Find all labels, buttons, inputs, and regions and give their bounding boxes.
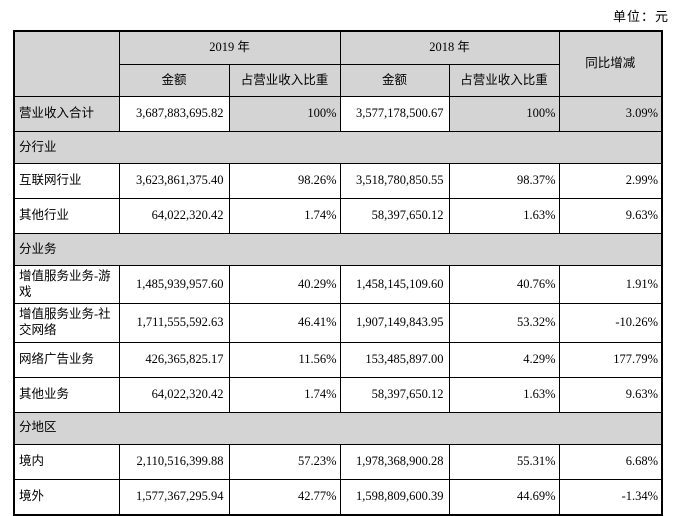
share-2019-value: 57.23% — [228, 443, 341, 480]
header-row-measures: 金额 占营业收入比重 金额 占营业收入比重 — [14, 64, 662, 97]
amount-2018-value: 58,397,650.12 — [339, 376, 450, 413]
share-2018-value: 53.32% — [448, 303, 560, 343]
amount-2018-header: 金额 — [339, 64, 450, 97]
amount-2019-value: 1,577,367,295.94 — [118, 478, 230, 515]
share-2018-value: 1.63% — [448, 376, 560, 413]
section-label: 分行业 — [13, 131, 663, 164]
row-label: 营业收入合计 — [13, 96, 120, 132]
share-2019-value: 40.29% — [228, 264, 341, 305]
amount-2019-value: 1,711,555,592.63 — [118, 303, 230, 343]
yoy-value: 6.68% — [558, 443, 663, 480]
share-2019-value: 1.74% — [228, 198, 341, 234]
amount-2019-value: 64,022,320.42 — [118, 198, 230, 234]
yoy-value: 9.63% — [558, 198, 663, 234]
header-row-years: 2019 年 2018 年 同比增减 — [13, 30, 663, 97]
section-row: 分行业 — [13, 131, 663, 164]
section-row: 分地区 — [13, 411, 663, 445]
table-row: 其他业务 64,022,320.42 1.74% 58,397,650.12 1.63%… — [13, 376, 663, 413]
section-label: 分业务 — [13, 233, 663, 266]
table-row: 增值服务业务-社交网络 1,711,555,592.63 46.41% 1,907,1… — [13, 303, 663, 343]
yoy-value: 3.09% — [558, 96, 663, 132]
amount-2018-value: 1,598,809,600.39 — [339, 478, 450, 515]
share-2019-value: 100% — [228, 96, 341, 132]
amount-2019-value: 426,365,825.17 — [118, 341, 230, 378]
amount-2018-value: 1,978,368,900.28 — [339, 443, 450, 480]
yoy-value: 1.91% — [558, 264, 663, 305]
share-2018-value: 55.31% — [448, 443, 560, 480]
amount-2019-value: 3,623,861,375.40 — [118, 163, 230, 199]
row-label: 境外 — [13, 478, 120, 515]
row-label: 网络广告业务 — [13, 341, 120, 378]
table-row: 境外 1,577,367,295.94 42.77% 1,598,809,600.39… — [13, 478, 663, 515]
amount-2019-value: 1,485,939,957.60 — [118, 264, 230, 305]
table-row: 其他行业 64,022,320.42 1.74% 58,397,650.12 1.63%… — [13, 198, 663, 234]
table-row: 增值服务业务-游戏 1,485,939,957.60 40.29% 1,458,145… — [13, 264, 663, 305]
row-label: 互联网行业 — [13, 163, 120, 199]
amount-2018-value: 3,577,178,500.67 — [339, 96, 450, 132]
amount-2018-value: 3,518,780,850.55 — [339, 163, 450, 199]
row-label: 增值服务业务-游戏 — [13, 264, 120, 305]
share-2019-value: 11.56% — [228, 341, 341, 378]
table-body: 营业收入合计 3,687,883,695.82 100% 3,577,178,500.… — [13, 96, 663, 515]
row-label: 其他业务 — [13, 376, 120, 413]
unit-label: 单位：元 — [612, 9, 669, 24]
table-row: 网络广告业务 426,365,825.17 11.56% 153,485,897.00… — [13, 341, 663, 378]
share-2019-value: 46.41% — [228, 303, 341, 343]
share-2019-value: 98.26% — [228, 163, 341, 199]
yoy-value: 9.63% — [558, 376, 663, 413]
share-2019-value: 1.74% — [228, 376, 341, 413]
year-2018-header: 2018 年 — [339, 30, 560, 65]
yoy-value: 2.99% — [558, 163, 663, 199]
share-2018-value: 1.63% — [448, 198, 560, 234]
share-2018-value: 4.29% — [448, 341, 560, 378]
amount-2018-value: 1,907,149,843.95 — [339, 303, 450, 343]
yoy-value: -10.26% — [558, 303, 663, 343]
amount-2018-value: 58,397,650.12 — [339, 198, 450, 234]
table-row: 境内 2,110,516,399.88 57.23% 1,978,368,900.28… — [13, 443, 663, 480]
amount-2019-header: 金额 — [118, 64, 230, 97]
share-2018-value: 98.37% — [448, 163, 560, 199]
row-label: 境内 — [13, 443, 120, 480]
share-2018-value: 100% — [448, 96, 560, 132]
yoy-value: -1.34% — [558, 478, 663, 515]
share-2018-header: 占营业收入比重 — [448, 64, 560, 97]
yoy-value: 177.79% — [558, 341, 663, 378]
year-2019-header: 2019 年 — [118, 30, 341, 65]
revenue-table: 2019 年 2018 年 同比增减 金额 占营业收入比重 金额 占营业收入比重… — [13, 30, 664, 516]
corner-cell — [13, 30, 120, 97]
amount-2018-value: 153,485,897.00 — [339, 341, 450, 378]
share-2018-value: 44.69% — [448, 478, 560, 515]
section-label: 分地区 — [13, 411, 663, 445]
amount-2018-value: 1,458,145,109.60 — [339, 264, 450, 305]
share-2019-header: 占营业收入比重 — [228, 64, 341, 97]
amount-2019-value: 3,687,883,695.82 — [118, 96, 230, 132]
table-header: 2019 年 2018 年 同比增减 金额 占营业收入比重 金额 占营业收入比重 — [13, 30, 663, 97]
row-label: 增值服务业务-社交网络 — [13, 303, 120, 343]
table-row: 互联网行业 3,623,861,375.40 98.26% 3,518,780,850… — [13, 163, 663, 199]
share-2018-value: 40.76% — [448, 264, 560, 305]
section-row: 分业务 — [13, 233, 663, 266]
row-label: 其他行业 — [13, 198, 120, 234]
amount-2019-value: 64,022,320.42 — [118, 376, 230, 413]
amount-2019-value: 2,110,516,399.88 — [118, 443, 230, 480]
share-2019-value: 42.77% — [228, 478, 341, 515]
table-row: 营业收入合计 3,687,883,695.82 100% 3,577,178,500.… — [13, 96, 663, 132]
yoy-header: 同比增减 — [558, 30, 663, 97]
